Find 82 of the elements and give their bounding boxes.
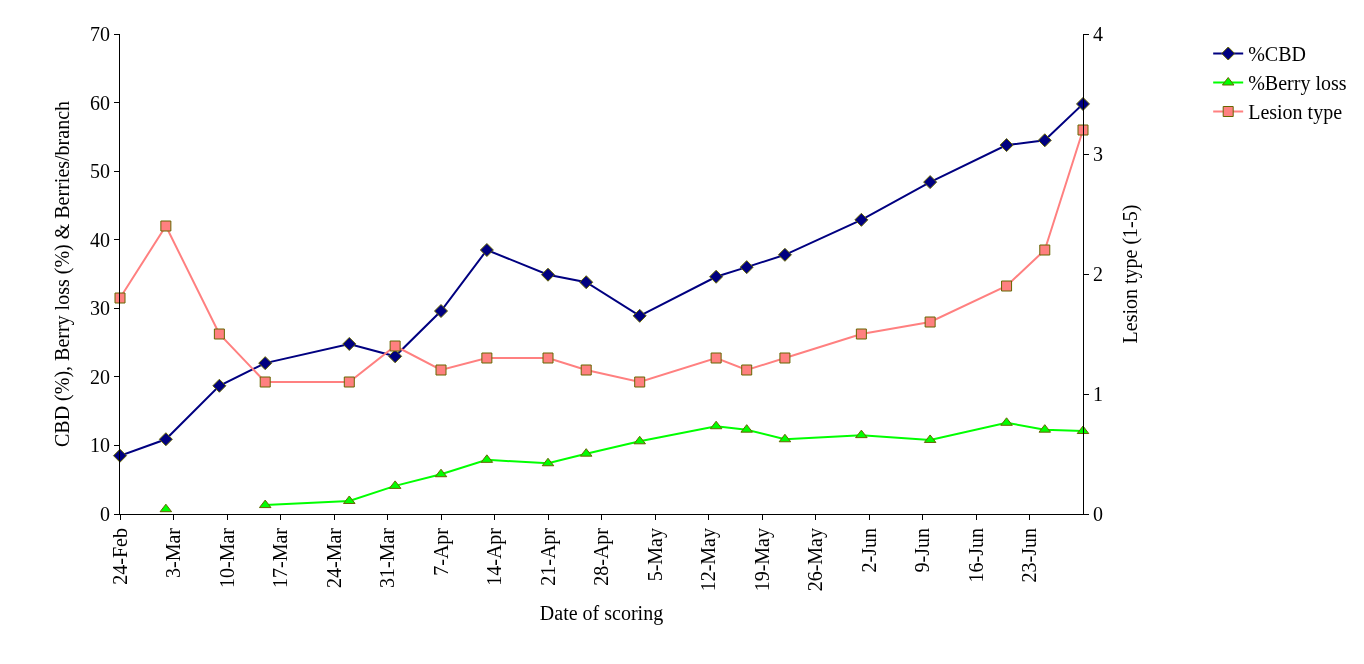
y-tick-label: 50	[90, 160, 110, 183]
x-tick-label: 28-Apr	[590, 527, 613, 586]
point	[924, 316, 936, 328]
point	[542, 352, 554, 364]
x-tick-label: 26-May	[804, 528, 827, 592]
point	[481, 352, 493, 364]
point	[779, 352, 791, 364]
x-tick-label: 19-May	[750, 528, 774, 592]
point	[710, 352, 722, 364]
point	[213, 328, 225, 340]
y2-tick-label: 2	[1093, 263, 1103, 285]
y-axis-title: CBD (%), Berry loss (%) & Berries/branch	[50, 100, 74, 448]
point	[479, 243, 494, 257]
y-tick-label: 0	[100, 503, 110, 525]
point	[343, 376, 355, 388]
point	[212, 378, 227, 393]
x-tick-label: 10-Mar	[215, 527, 238, 588]
point	[633, 435, 646, 445]
x-tick-label: 12-May	[697, 528, 720, 592]
point	[258, 356, 273, 371]
x-axis-title: Date of scoring	[539, 601, 664, 625]
y-tick-label: 30	[90, 297, 110, 320]
y2-tick-label: 4	[1093, 23, 1103, 45]
point	[709, 420, 723, 430]
x-tick-label: 23-Jun	[1018, 528, 1040, 583]
x-tick-label: 5-May	[643, 528, 667, 582]
point	[435, 364, 447, 376]
x-tick-label: 21-Apr	[536, 527, 560, 586]
point	[434, 304, 448, 319]
point	[434, 468, 448, 478]
point	[1001, 280, 1013, 292]
point	[741, 364, 753, 376]
point	[634, 376, 646, 388]
point	[778, 433, 792, 443]
point	[158, 432, 173, 447]
x-tick-label: 31-Mar	[376, 527, 398, 588]
point	[342, 336, 357, 351]
x-tick-label: 3-Mar	[162, 527, 184, 578]
y2-tick-label: 1	[1093, 383, 1103, 405]
legend-label: Lesion type	[1248, 101, 1343, 125]
x-tick-label: 14-Apr	[483, 527, 506, 586]
x-tick-label: 7-Apr	[429, 527, 453, 576]
point	[739, 260, 754, 275]
legend-label: %CBD	[1248, 43, 1306, 66]
point	[1076, 425, 1090, 435]
y-tick-label: 10	[90, 434, 110, 457]
x-tick-label: 24-Mar	[322, 527, 345, 588]
y-tick-label: 40	[90, 228, 110, 251]
y-tick-label: 20	[90, 365, 110, 388]
point	[389, 340, 401, 352]
point	[632, 308, 647, 323]
y-tick-label: 70	[90, 23, 110, 45]
point	[1076, 96, 1090, 111]
y2-tick-label: 0	[1093, 503, 1103, 525]
y-tick-label: 60	[90, 91, 110, 114]
point	[259, 376, 271, 388]
point	[1037, 133, 1052, 148]
x-tick-label: 17-Mar	[269, 527, 291, 588]
point	[160, 220, 172, 232]
point	[855, 328, 867, 340]
point	[258, 499, 272, 509]
point	[854, 212, 869, 227]
point	[388, 349, 403, 364]
x-tick-label: 16-Jun	[964, 528, 987, 583]
point	[923, 175, 938, 190]
point	[541, 267, 555, 282]
point	[1077, 124, 1089, 136]
x-tick-label: 9-Jun	[911, 528, 933, 573]
x-tick-label: 24-Feb	[108, 528, 131, 585]
point	[777, 247, 792, 262]
point	[709, 269, 724, 284]
point	[855, 429, 868, 439]
point	[1039, 244, 1051, 256]
point	[579, 275, 594, 290]
point	[580, 364, 592, 376]
y2-tick-label: 3	[1093, 143, 1103, 165]
legend-label: %Berry loss	[1248, 72, 1347, 96]
point	[541, 457, 555, 467]
point	[159, 503, 173, 513]
y2-axis-title: Lesion type (1-5)	[1118, 204, 1142, 344]
point	[999, 138, 1014, 153]
x-tick-label: 2-Jun	[857, 528, 880, 573]
